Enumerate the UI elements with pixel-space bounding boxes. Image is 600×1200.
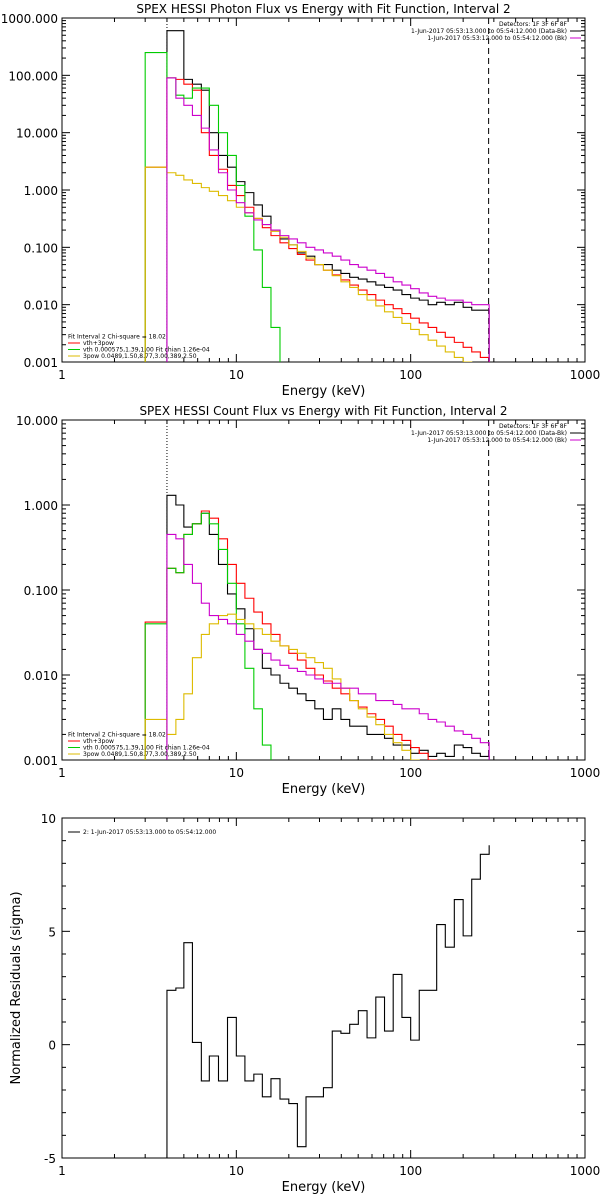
x-axis: 1 10 100 1000 (58, 18, 600, 382)
legend-entry: vth 0.000575,1.39,1.00 Fit chian 1.26e-0… (83, 745, 210, 752)
header-line: Detectors: 1F 3F 6F 8F (499, 21, 568, 28)
legend-entry: 3pow 0.0489,1.50,8.77,3.00,389,2.50 (83, 751, 197, 758)
x-tick-label: 10 (229, 766, 244, 780)
legend-entry: Fit Interval 2 Chi-square = 18.02 (68, 732, 166, 739)
x-axis-label: Energy (keV) (282, 384, 366, 399)
x-tick-label: 1000 (570, 368, 600, 382)
y-axis: -5 0 5 10 (41, 812, 585, 1166)
y-axis: 0.001 0.010 0.100 1.000 10.000 (16, 414, 585, 768)
legend-entry: vth 0.000575,1.39,1.00 Fit chian 1.26e-0… (83, 347, 210, 354)
x-axis-label: Energy (keV) (282, 782, 366, 797)
y-tick-label: 10 (41, 812, 56, 826)
series-line-1 (166, 494, 490, 760)
y-tick-label: 1.000 (24, 184, 58, 198)
series-line-2 (144, 510, 438, 760)
y-tick-label: 0.010 (24, 669, 58, 683)
x-tick-label: 1000 (570, 766, 600, 780)
x-tick-label: 100 (399, 368, 422, 382)
y-axis-label: Normalized Residuals (sigma) (9, 891, 24, 1084)
series-line-4 (144, 613, 420, 760)
x-tick-label: 10 (229, 1164, 244, 1178)
y-axis: 0.001 0.010 0.100 1.000 10.000 100.000 1000.00… (1, 12, 585, 370)
header-line: 1-Jun-2017 05:53:12.000 to 05:54:12.000 … (427, 437, 567, 444)
series-group (166, 845, 490, 1158)
header-line: Detectors: 1F 3F 6F 8F (499, 423, 568, 430)
legend-entry: Fit Interval 2 Chi-square = 18.02 (68, 334, 166, 341)
chart-panel-2: SPEX HESSI Count Flux vs Energy with Fit… (16, 404, 600, 797)
x-tick-label: 1 (58, 368, 66, 382)
x-tick-label: 100 (399, 1164, 422, 1178)
series-line-1 (166, 845, 490, 1158)
chart-panel-3: 1 10 100 1000 Energy (keV) -5 0 5 10 Normalized R… (9, 812, 600, 1195)
y-tick-label: 100.000 (8, 69, 58, 83)
y-tick-label: 1000.000 (1, 12, 58, 26)
plot-frame (61, 817, 586, 1159)
y-tick-label: -5 (44, 1152, 56, 1166)
x-tick-label: 1 (58, 1164, 66, 1178)
y-tick-label: 10.000 (16, 127, 58, 141)
y-tick-label: 10.000 (16, 414, 58, 428)
series-line-5 (166, 77, 490, 362)
header-line: 1-Jun-2017 05:53:13.000 to 05:54:12.000 … (411, 28, 567, 35)
series-line-5 (166, 533, 490, 760)
y-tick-label: 5 (48, 925, 56, 939)
series-line-4 (144, 166, 473, 362)
chart-panel-1: SPEX HESSI Photon Flux vs Energy with Fi… (1, 2, 600, 399)
y-tick-label: 0.001 (24, 356, 58, 370)
chart-title: SPEX HESSI Photon Flux vs Energy with Fi… (136, 2, 510, 16)
x-axis: 1 10 100 1000 (58, 818, 600, 1178)
y-tick-label: 0.001 (24, 754, 58, 768)
x-tick-label: 100 (399, 766, 422, 780)
legend-entry: 2: 1-Jun-2017 05:53:13.000 to 05:54:12.0… (83, 829, 216, 836)
x-axis-label: Energy (keV) (282, 1180, 366, 1195)
legend-entry: vth+3pow (83, 340, 114, 347)
chart-title: SPEX HESSI Count Flux vs Energy with Fit… (139, 404, 507, 418)
x-tick-label: 10 (229, 368, 244, 382)
x-tick-label: 1000 (570, 1164, 600, 1178)
series-group (144, 494, 490, 760)
series-line-3 (144, 512, 272, 760)
x-tick-label: 1 (58, 766, 66, 780)
y-tick-label: 0.100 (24, 241, 58, 255)
y-tick-label: 0.100 (24, 584, 58, 598)
series-line-1 (166, 30, 490, 362)
y-tick-label: 0.010 (24, 299, 58, 313)
plot-frame (61, 17, 586, 363)
header-line: 1-Jun-2017 05:53:12.000 to 05:54:12.000 … (427, 35, 567, 42)
legend-entry: 3pow 0.0489,1.50,8.77,3.00,389,2.50 (83, 353, 197, 360)
header-line: 1-Jun-2017 05:53:13.000 to 05:54:12.000 … (411, 430, 567, 437)
y-tick-label: 0 (48, 1039, 56, 1053)
legend-entry: vth+3pow (83, 738, 114, 745)
y-tick-label: 1.000 (24, 499, 58, 513)
x-axis: 1 10 100 1000 (58, 420, 600, 780)
series-group (144, 30, 490, 362)
